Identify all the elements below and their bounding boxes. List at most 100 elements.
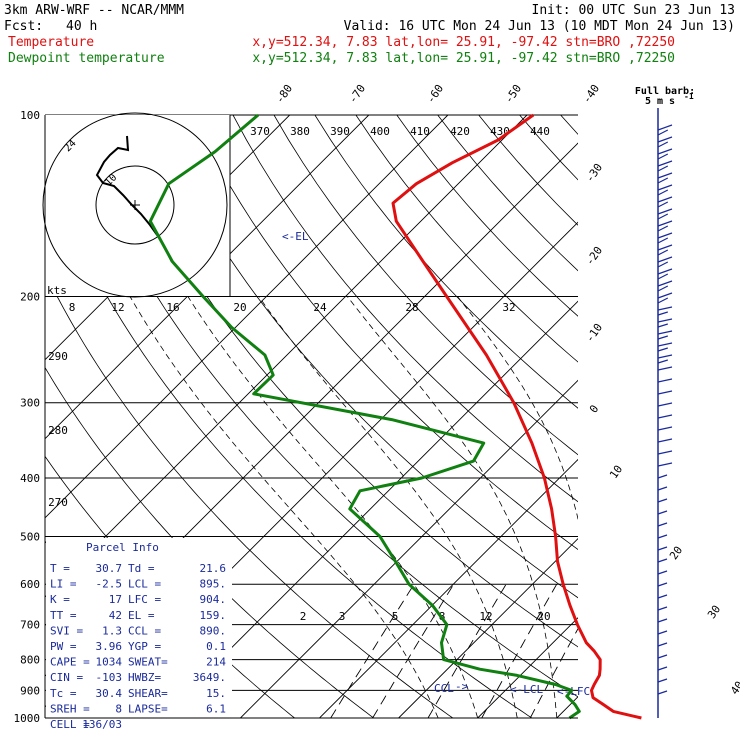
pressure-tick-label: 700 [20,619,40,632]
pressure-tick-label: 500 [20,530,40,543]
wind-barb-tick [657,225,669,232]
wind-barb-tick [657,690,668,695]
parcel-info-cell: T = [50,562,70,575]
ccl-arrow: -> [455,680,469,693]
wind-barb-tick [657,165,669,172]
parcel-info-cell: EL = [128,609,155,622]
wind-barb-tick [657,280,673,287]
header: 3km ARW-WRF -- NCAR/MMM Init: 00 UTC Sun… [4,3,735,66]
theta-label: 430 [490,125,510,138]
pressure-tick-label: 900 [20,684,40,697]
pressure-tick-label: 1000 [14,712,41,725]
parcel-info-cell: LCL = [128,578,161,591]
wind-barb-tick [657,213,669,220]
parcel-info-cell: YGP = [128,640,161,653]
theta-label: 380 [290,125,310,138]
wind-barb-tick [657,318,673,323]
mixing-ratio-label: 12 [479,610,492,623]
parcel-info-cell: TT = [50,609,77,622]
wind-barb-tick [657,201,669,208]
wind-barb-tick [657,330,673,335]
wind-barb-tick [657,438,673,443]
wind-barb-tick [657,208,673,215]
pressure-tick-label: 800 [20,654,40,667]
parcel-info-cell: HWBZ= [128,671,161,684]
parcel-info-cell: 1.3 [102,624,122,637]
hodograph-speed-label: 20 [233,301,246,314]
parcel-info-cell: SREH = [50,702,90,715]
isotherm-line [160,300,578,718]
wind-barb-tick [657,354,673,359]
wind-barb-tick [657,261,669,268]
parcel-info-cell: 8 [115,702,122,715]
wind-barb-tick [657,335,668,340]
wind-barb-tick [657,594,668,599]
theta-label: 410 [410,125,430,138]
isotherm-line [319,458,578,718]
wind-barb-tick [657,474,668,479]
wind-barb-tick [657,654,668,659]
wind-barb-tick [657,546,668,551]
parcel-info-cell: -103 [96,671,123,684]
parcel-info-cell: 3.96 [96,640,123,653]
wind-barb-tick [657,522,668,527]
model-title: 3km ARW-WRF -- NCAR/MMM [4,3,184,18]
wind-barb-tick [657,359,668,364]
wind-barb-tick [657,237,669,244]
wind-barb-tick [657,414,673,419]
wind-barb-tick [657,510,668,515]
hodograph-kts-label: kts [47,284,67,297]
wind-barb-tick [657,678,668,683]
parcel-info-cell: SWEAT= [128,656,168,669]
parcel-info-cell: 3649. [193,671,226,684]
wind-barb-tick [657,606,668,611]
wind-barb-tick [657,618,668,623]
wind-barb-tick [657,402,673,407]
mixing-ratio-label: 2 [300,610,307,623]
wind-barb-tick [657,486,668,491]
parcel-info-cell: SHEAR= [128,687,168,700]
hodograph-inner-ring [95,165,175,245]
parcel-info-cell: 17 [109,593,122,606]
init-time: Init: 00 UTC Sun 23 Jun 13 [532,3,736,18]
wind-barb-tick [657,558,668,563]
wind-barb-tick [657,311,668,316]
dry-adiabat-line [150,115,578,599]
wind-barb-tick [657,347,668,352]
wind-barb-tick [657,297,669,304]
dry-adiabat-line [45,163,533,718]
wind-barb-tick [657,148,673,155]
wind-barb-tick [657,136,673,143]
wind-barb-tick [657,630,668,635]
barb-legend-line1: Full barb: [635,86,695,97]
parcel-info-cell: K = [50,593,70,606]
wind-barb-tick [657,285,669,292]
mixing-ratio-label: 20 [537,610,550,623]
wind-barb-tick [657,141,669,148]
parcel-info-cell: 214 [206,656,226,669]
wind-barb-tick [657,462,673,467]
hodograph-speed-label: 8 [69,301,76,314]
wind-barb-tick [657,534,668,539]
parcel-info-cell: CIN = [50,671,83,684]
parcel-info-cell: CELL = [50,718,90,731]
parcel-info-cell: CAPE = [50,656,90,669]
wind-barb-tick [657,268,673,275]
wind-barb-tick [657,292,673,299]
parcel-info-cell: -2.5 [96,578,123,591]
theta-label-left: 290 [48,350,68,363]
dry-adiabat-line [273,115,578,456]
wind-barb-tick [657,232,673,239]
temperature-trace [391,113,642,720]
wind-barb-tick [657,366,673,371]
wind-barb-tick [657,129,669,136]
isotherm-label: 20 [667,544,685,562]
wind-barb-tick [657,184,673,191]
hodograph: 24 10 kts [42,112,231,298]
parcel-info-title: Parcel Info [86,541,159,554]
parcel-info-cell: LAPSE= [128,702,168,715]
wind-barb-tick [657,244,673,251]
wind-barb-tick [657,249,669,256]
parcel-info-cell: 904. [200,593,227,606]
parcel-info-cell: 159. [200,609,227,622]
